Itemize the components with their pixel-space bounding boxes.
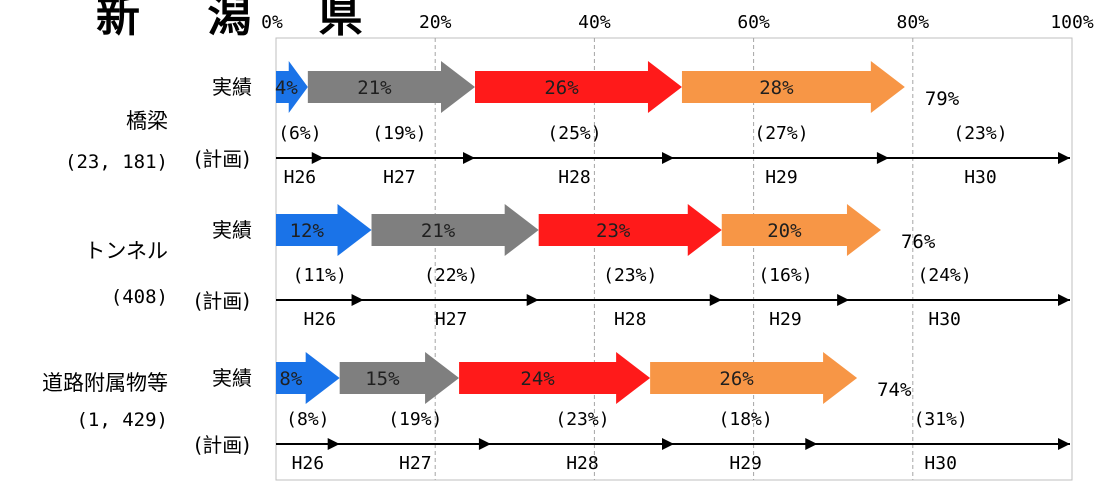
plan-year-label: H29	[765, 167, 798, 188]
plan-value-label: (25%)	[547, 123, 601, 144]
plan-arrowhead	[837, 294, 850, 306]
plan-arrowhead	[662, 152, 674, 164]
plan-value-label: (31%)	[914, 409, 968, 430]
plan-year-label: H28	[566, 453, 599, 474]
actual-value-label: 20%	[767, 220, 802, 242]
actual-arrow	[538, 204, 722, 256]
plan-arrowhead	[709, 294, 722, 306]
actual-value-label: 28%	[759, 77, 794, 99]
plan-arrowhead	[351, 294, 364, 306]
plan-value-label: (23%)	[603, 265, 657, 286]
category-label: 橋梁	[126, 109, 168, 133]
plan-year-label: H30	[924, 453, 957, 474]
plan-value-label: (22%)	[424, 265, 478, 286]
actual-value-label: 12%	[290, 220, 325, 242]
category-count: (1, 429)	[76, 409, 168, 431]
plan-arrowhead	[478, 438, 491, 450]
x-tick-label: 80%	[897, 12, 930, 33]
plan-value-label: (23%)	[555, 409, 609, 430]
actual-value-label: 15%	[365, 368, 400, 390]
actual-arrow	[721, 204, 881, 256]
plan-year-label: H26	[304, 309, 337, 330]
actual-value-label: 23%	[596, 220, 631, 242]
actual-value-label: 26%	[544, 77, 579, 99]
actual-arrow	[307, 61, 475, 113]
plan-arrowhead	[463, 152, 475, 164]
actual-arrow	[276, 204, 372, 256]
plan-value-label: (8%)	[286, 409, 329, 430]
plan-arrowhead	[805, 438, 818, 450]
plan-year-label: H28	[558, 167, 591, 188]
plan-arrowhead	[662, 438, 674, 450]
actual-arrow	[475, 61, 682, 113]
row-label-actual: 実績	[212, 75, 252, 99]
actual-value-label: 24%	[520, 368, 555, 390]
plan-value-label: (18%)	[719, 409, 773, 430]
plan-value-label: (19%)	[372, 123, 426, 144]
plan-arrowhead	[1058, 438, 1070, 450]
row-label-plan: (計画)	[194, 433, 250, 457]
plan-value-label: (24%)	[918, 265, 972, 286]
plan-value-label: (27%)	[754, 123, 808, 144]
chart-title: 新 潟 県	[96, 0, 389, 42]
actual-value-label: 8%	[279, 368, 302, 390]
plan-value-label: (11%)	[293, 265, 347, 286]
actual-value-label: 4%	[275, 77, 298, 99]
plan-arrowhead	[1058, 152, 1070, 164]
plan-value-label: (19%)	[388, 409, 442, 430]
actual-total-label: 76%	[901, 231, 936, 253]
actual-arrow	[339, 352, 460, 404]
plan-year-label: H26	[292, 453, 325, 474]
actual-total-label: 74%	[877, 379, 912, 401]
plan-year-label: H27	[383, 167, 416, 188]
plan-arrowhead	[876, 152, 889, 164]
plan-year-label: H26	[284, 167, 317, 188]
category-label: トンネル	[84, 239, 168, 263]
plan-value-label: (16%)	[758, 265, 812, 286]
x-tick-label: 100%	[1050, 12, 1094, 33]
x-tick-label: 40%	[578, 12, 611, 33]
actual-arrow	[650, 352, 858, 404]
x-tick-label: 0%	[261, 12, 283, 33]
plan-arrowhead	[526, 294, 539, 306]
actual-arrow	[276, 352, 340, 404]
plan-year-label: H27	[399, 453, 432, 474]
category-count: (23, 181)	[65, 151, 168, 173]
plan-arrowhead	[1058, 294, 1070, 306]
row-label-actual: 実績	[212, 366, 252, 390]
plan-year-label: H30	[928, 309, 961, 330]
plan-value-label: (6%)	[278, 123, 321, 144]
actual-value-label: 26%	[719, 368, 754, 390]
plan-year-label: H29	[769, 309, 802, 330]
plan-year-label: H28	[614, 309, 647, 330]
actual-value-label: 21%	[357, 77, 392, 99]
plan-year-label: H27	[435, 309, 468, 330]
plot-frame	[275, 37, 1073, 481]
actual-total-label: 79%	[925, 88, 960, 110]
category-label: 道路附属物等	[42, 371, 168, 395]
actual-arrow	[371, 204, 539, 256]
actual-arrow	[276, 61, 308, 113]
actual-arrow	[681, 61, 905, 113]
x-tick-label: 60%	[737, 12, 770, 33]
plan-arrowhead	[311, 152, 324, 164]
row-label-actual: 実績	[212, 218, 252, 242]
row-label-plan: (計画)	[194, 289, 250, 313]
actual-arrow	[459, 352, 651, 404]
plan-value-label: (23%)	[953, 123, 1007, 144]
x-tick-label: 20%	[419, 12, 452, 33]
row-label-plan: (計画)	[194, 147, 250, 171]
actual-value-label: 21%	[421, 220, 456, 242]
plan-year-label: H30	[964, 167, 997, 188]
plan-arrowhead	[327, 438, 340, 450]
category-count: (408)	[111, 286, 168, 308]
plan-year-label: H29	[729, 453, 762, 474]
